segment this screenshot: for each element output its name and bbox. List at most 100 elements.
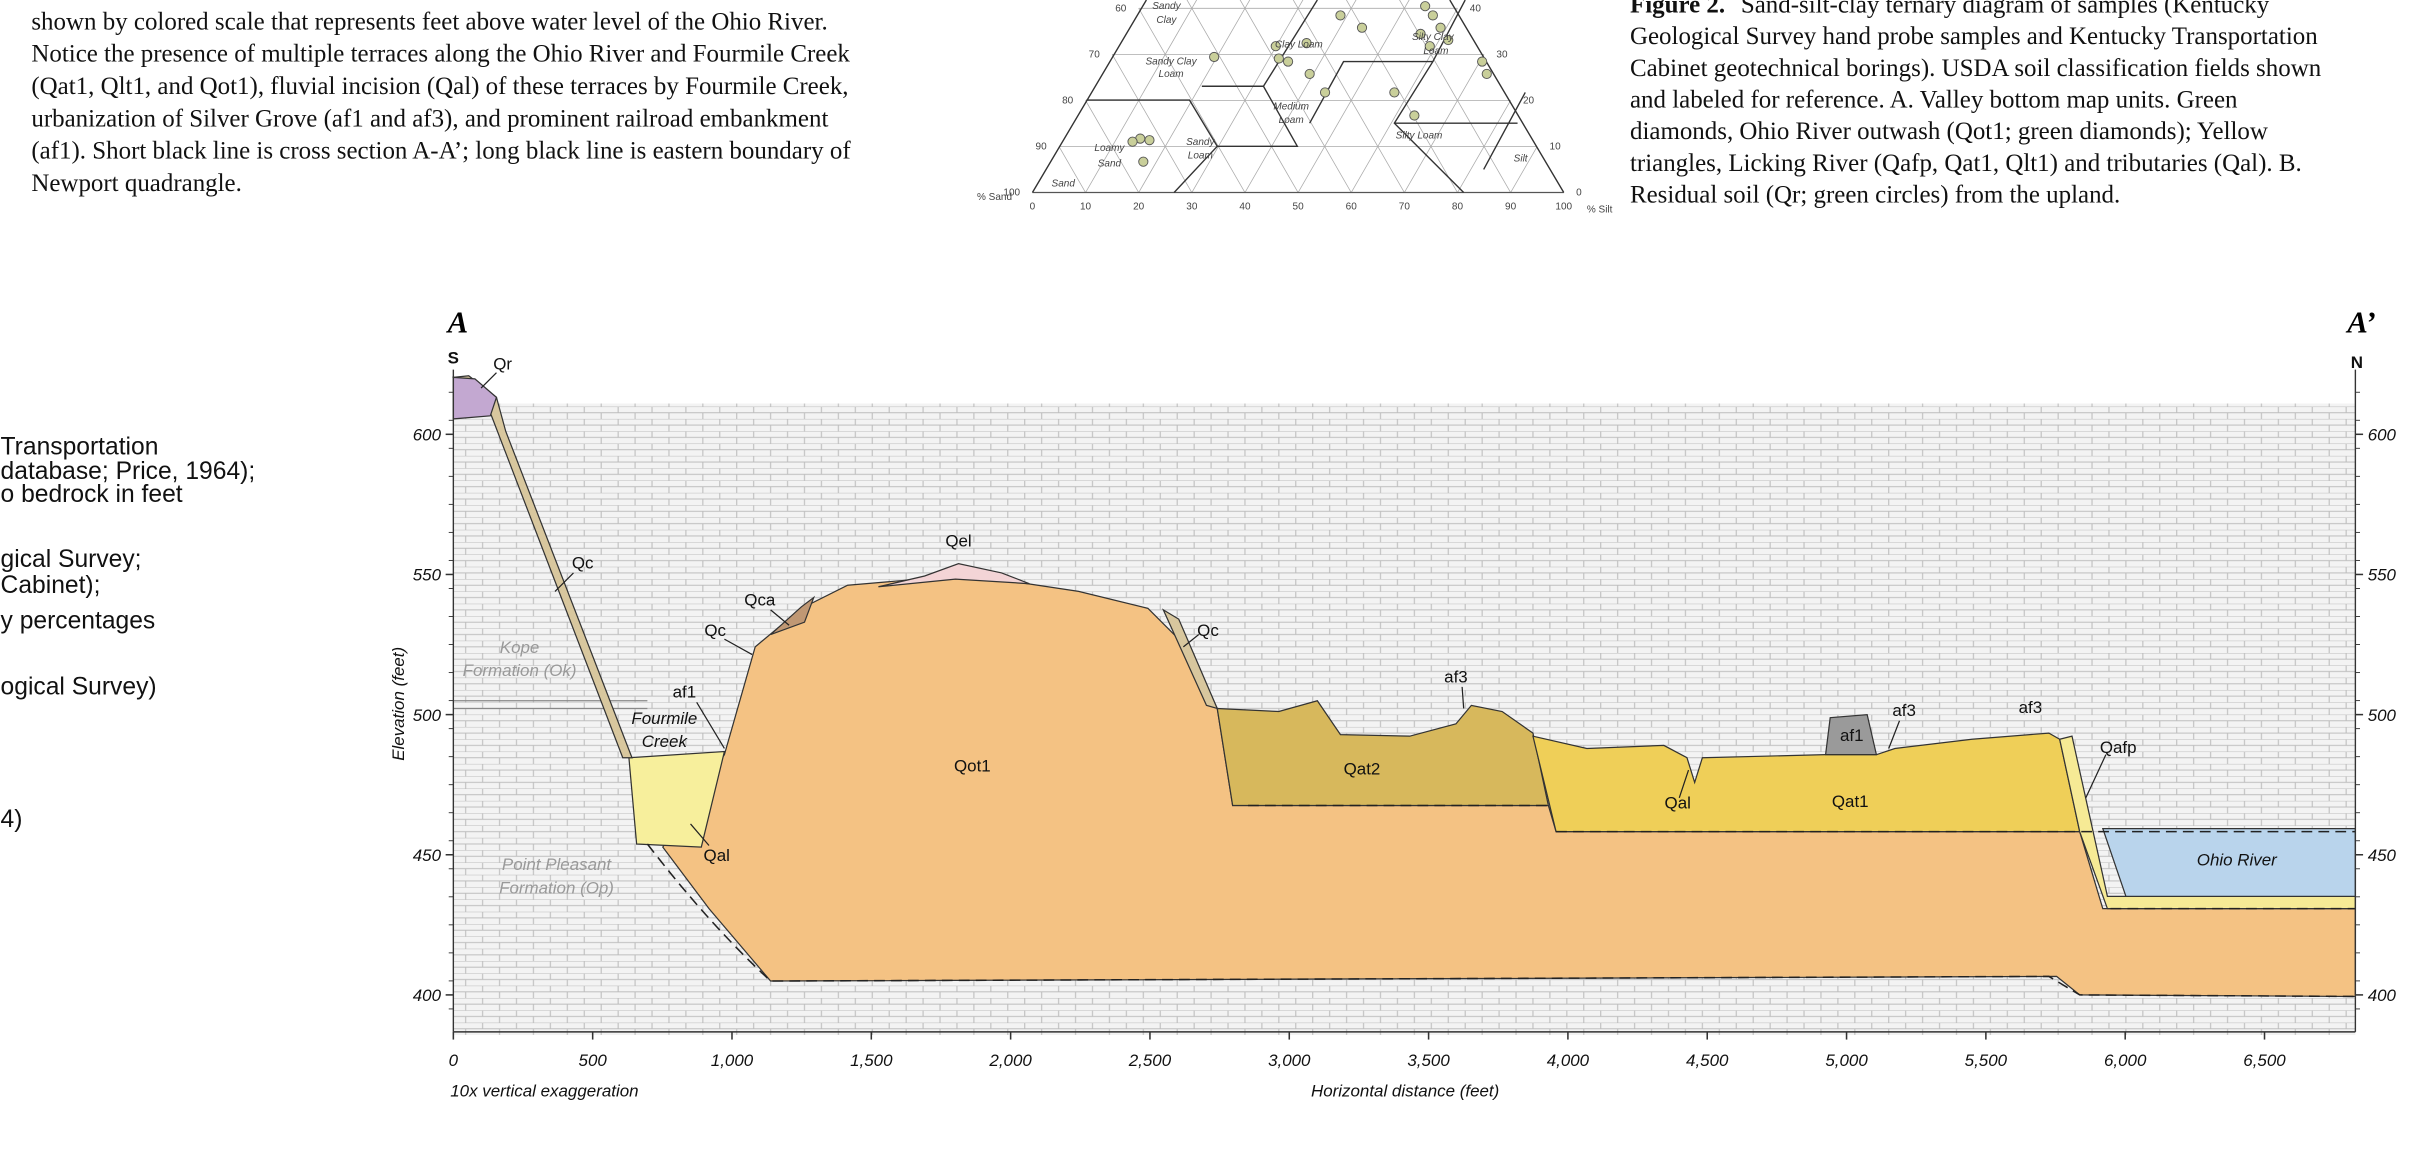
- x-tick-label: 6,500: [2243, 1051, 2286, 1070]
- unit-label: Qca: [744, 590, 776, 609]
- x-tick-label: 5,500: [1965, 1051, 2008, 1070]
- intro-line: shown by colored scale that represents f…: [31, 8, 827, 35]
- field-label: Clay: [1156, 15, 1177, 26]
- y-tick-label-right: 450: [2368, 846, 2397, 865]
- unit-label: Qot1: [954, 757, 991, 776]
- y-axis-label: Elevation (feet): [389, 647, 408, 761]
- x-tick-label: 5,000: [1825, 1051, 1868, 1070]
- ternary-left-tick: 60: [1115, 3, 1127, 14]
- unit-label: Qat1: [1832, 792, 1869, 811]
- ternary-grid-line: [1086, 0, 1617, 193]
- legend-fragment: y percentages: [1, 607, 156, 634]
- caption-line: diamonds, Ohio River outwash (Qot1; gree…: [1630, 118, 2268, 145]
- unit-label: Formation (Ok): [463, 661, 577, 680]
- unit-label: af3: [1892, 701, 1916, 720]
- x-tick-label: 0: [449, 1051, 459, 1070]
- unit-label: Qc: [572, 553, 594, 572]
- ternary-base-tick: 60: [1346, 201, 1358, 212]
- unit-label: Kope: [500, 638, 540, 657]
- field-label: Silt: [1514, 154, 1529, 165]
- unit-label: Qc: [1197, 621, 1219, 640]
- field-label: Clay Loam: [1275, 40, 1323, 51]
- ternary-grid-line: [1139, 0, 1670, 193]
- field-label: Medium: [1273, 101, 1309, 112]
- section-end: A’: [2345, 306, 2376, 340]
- ternary-grid-line: [820, 0, 1351, 193]
- ternary-grid-line: [979, 0, 1510, 193]
- ternary-axis-label: % Sand: [977, 192, 1012, 203]
- field-label: Silty Loam: [1396, 131, 1443, 142]
- legend-fragment: ogical Survey): [1, 674, 157, 701]
- section-start: A: [446, 306, 469, 340]
- field-label: Sandy: [1152, 1, 1181, 12]
- x-tick-label: 4,000: [1547, 1051, 1590, 1070]
- ternary-right-tick: 20: [1523, 95, 1535, 106]
- intro-line: Newport quadrangle.: [31, 170, 242, 197]
- ternary-base-tick: 0: [1030, 201, 1036, 212]
- ternary-left-tick: 70: [1089, 49, 1101, 60]
- legend-fragment: Transportation: [1, 433, 159, 460]
- dir-end: N: [2351, 353, 2363, 372]
- x-tick-label: 2,500: [1128, 1051, 1172, 1070]
- ternary-right-tick: 0: [1576, 188, 1582, 199]
- x-tick-label: 6,000: [2104, 1051, 2147, 1070]
- unit-label: af3: [1444, 667, 1468, 686]
- field-label: Loam: [1279, 115, 1304, 126]
- intro-line: Notice the presence of multiple terraces…: [31, 41, 850, 68]
- legend-fragment: o bedrock in feet: [1, 481, 183, 508]
- ternary-base-tick: 70: [1399, 201, 1411, 212]
- x-tick-label: 3,500: [1407, 1051, 1450, 1070]
- ternary-base-tick: 20: [1133, 201, 1145, 212]
- intro-line: urbanization of Silver Grove (af1 and af…: [31, 105, 828, 132]
- field-label: Sandy: [1186, 137, 1215, 148]
- x-tick-label: 1,500: [850, 1051, 893, 1070]
- y-tick-label-right: 550: [2368, 566, 2397, 585]
- x-axis-label: Horizontal distance (feet): [1311, 1082, 1499, 1101]
- unit-label: af1: [1840, 726, 1864, 745]
- x-tick-label: 4,500: [1686, 1051, 1729, 1070]
- intro-line: (Qat1, Qlt1, and Qot1), fluvial incision…: [31, 73, 848, 100]
- x-tick-label: 500: [579, 1051, 608, 1070]
- field-label: Sand: [1098, 158, 1122, 169]
- field-label: Sandy Clay: [1145, 57, 1197, 68]
- ternary-axis-label: % Silt: [1587, 205, 1613, 216]
- unit-label: Qel: [945, 532, 971, 551]
- exaggeration-note: 10x vertical exaggeration: [450, 1082, 638, 1101]
- unit-label: Qc: [704, 621, 726, 640]
- caption-line: and labeled for reference. A. Valley bot…: [1630, 86, 2238, 113]
- x-tick-label: 2,000: [988, 1051, 1032, 1070]
- field-label: Loam: [1188, 151, 1213, 162]
- unit-label: af3: [2019, 698, 2043, 717]
- x-tick-label: 3,000: [1268, 1051, 1311, 1070]
- unit-label: Qat2: [1344, 760, 1381, 779]
- unit-label: Qal: [704, 846, 730, 865]
- intro-line: (af1). Short black line is cross section…: [31, 138, 851, 165]
- y-tick-label: 550: [413, 566, 442, 585]
- legend-fragment: 4): [1, 806, 23, 833]
- ternary-right-tick: 30: [1496, 49, 1508, 60]
- intro-text: shown by colored scale that represents f…: [31, 8, 851, 197]
- unit-label: Qr: [493, 355, 512, 374]
- page: shown by colored scale that represents f…: [0, 0, 2416, 1152]
- caption-line: triangles, Licking River (Qafp, Qat1, Ql…: [1630, 150, 2302, 177]
- y-tick-label-right: 600: [2368, 425, 2397, 444]
- ternary-grid-line: [926, 0, 1457, 193]
- field-label: Loamy: [1094, 143, 1125, 154]
- field-label: Loam: [1159, 69, 1184, 80]
- ternary-left-tick: 90: [1036, 142, 1048, 153]
- field-label: Loam: [1423, 46, 1448, 57]
- y-tick-label: 400: [413, 986, 442, 1005]
- ternary-base-tick: 40: [1239, 201, 1251, 212]
- caption-label: Figure 2.: [1630, 0, 1725, 18]
- y-tick-label: 450: [413, 846, 442, 865]
- ternary-base-tick: 100: [1555, 201, 1572, 212]
- caption-line: Geological Survey hand probe samples and…: [1630, 23, 2318, 50]
- unit-label: Fourmile: [631, 709, 697, 728]
- caption: Figure 2. Sand-silt-clay ternary diagram…: [1630, 0, 2322, 209]
- y-tick-label-right: 400: [2368, 986, 2397, 1005]
- legend-fragment: Cabinet);: [1, 572, 101, 599]
- unit-label: Point Pleasant: [502, 855, 613, 874]
- field-label: Sand: [1052, 178, 1076, 189]
- unit-label: Creek: [642, 732, 689, 751]
